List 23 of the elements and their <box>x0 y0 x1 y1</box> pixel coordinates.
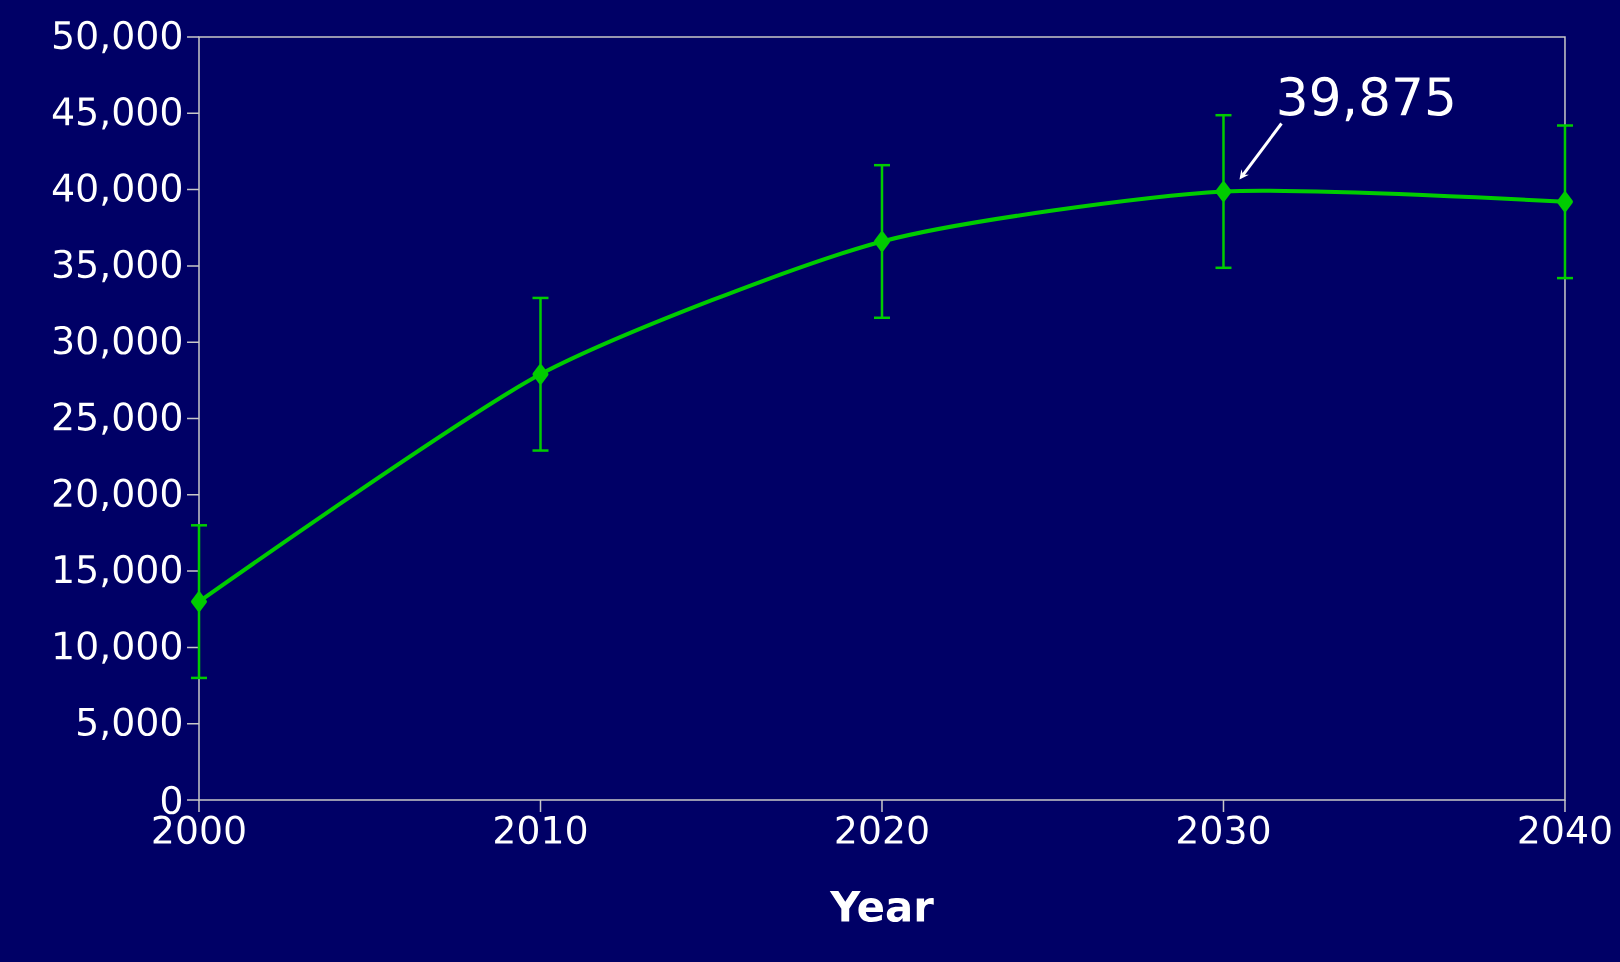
y-tick-label: 30,000 <box>53 325 181 359</box>
x-tick-label: 2040 <box>1519 815 1611 845</box>
x-axis-title: Year <box>829 891 934 923</box>
point <box>1215 181 1232 202</box>
point <box>532 364 549 385</box>
y-tick-label: 0 <box>161 785 181 815</box>
point <box>1556 191 1573 212</box>
annotation: 39,875 <box>1279 76 1453 122</box>
y-tick-label: 40,000 <box>52 173 181 206</box>
y-tick-label: 10,000 <box>55 631 181 664</box>
x-tick-label: 2020 <box>836 815 928 845</box>
y-tick-label: 25,000 <box>53 402 181 435</box>
y-tick-label: 5,000 <box>78 707 181 740</box>
y-tick-label: 50,000 <box>53 20 181 54</box>
y-tick-label: 45,000 <box>52 97 181 130</box>
x-tick-label: 2010 <box>495 815 587 845</box>
y-tick-label: 35,000 <box>53 249 181 283</box>
point <box>873 231 890 252</box>
x-tick-label: 2030 <box>1178 815 1270 845</box>
x-tick-label: 2000 <box>153 815 245 845</box>
y-tick-label: 20,000 <box>53 478 181 512</box>
y-tick-label: 15,000 <box>55 554 181 588</box>
point <box>191 591 207 612</box>
